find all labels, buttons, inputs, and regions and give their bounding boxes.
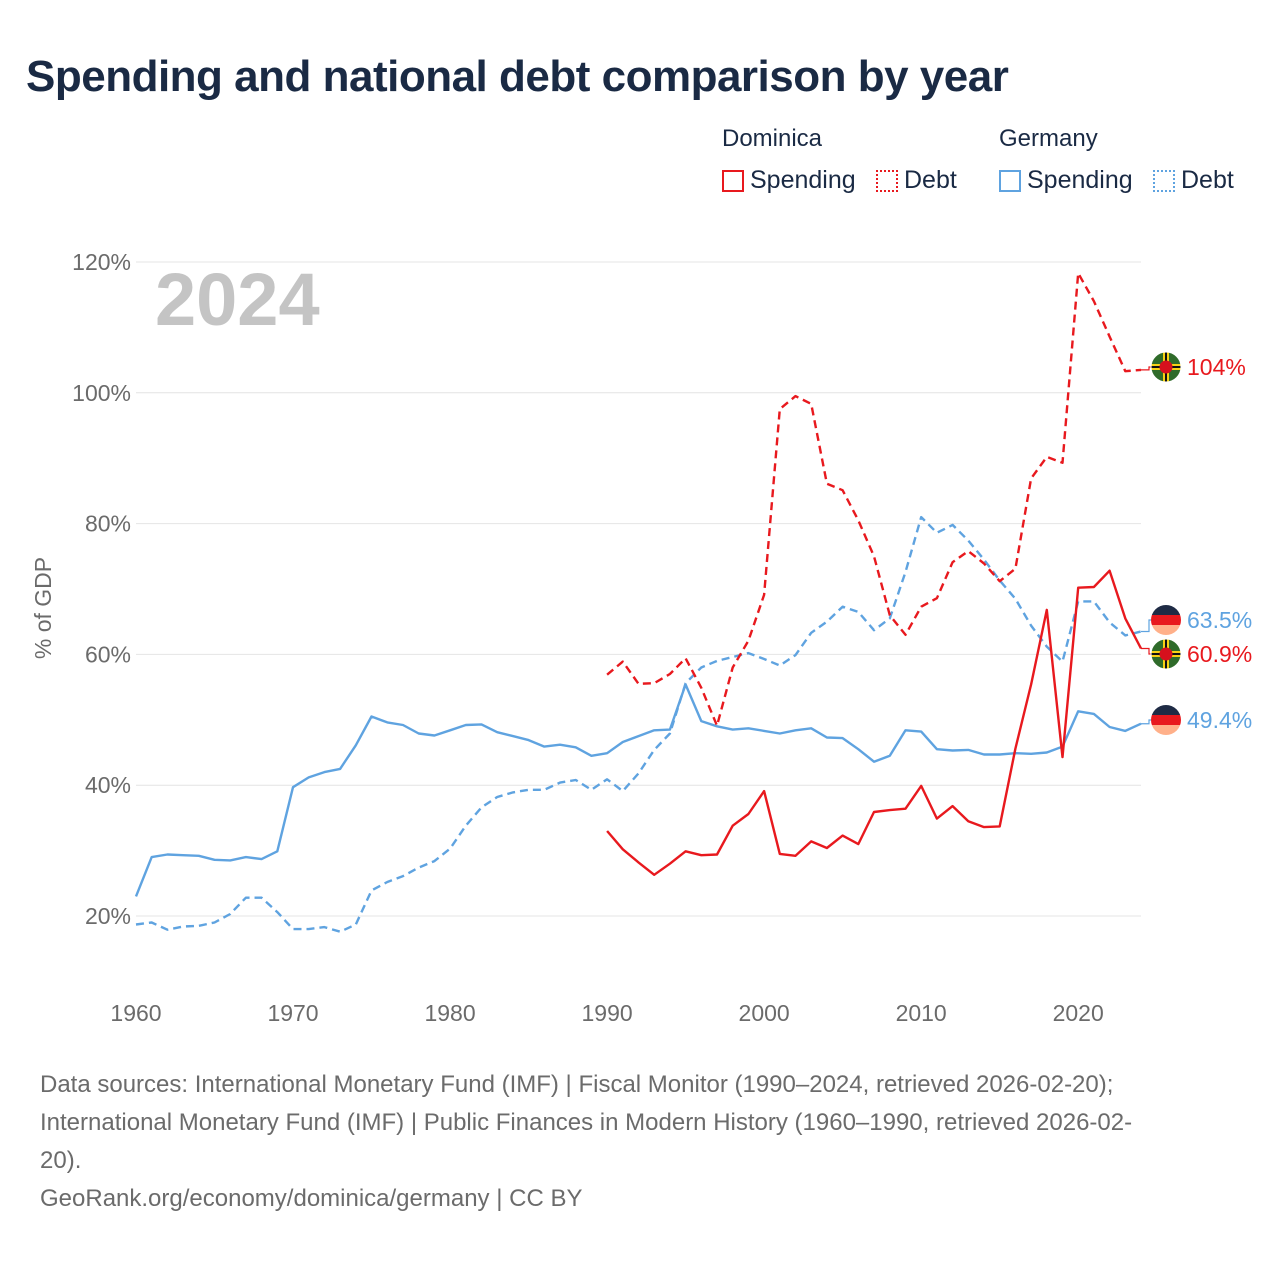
x-tick-label: 2010 [896,1000,947,1026]
germany-flag-icon [1151,605,1181,635]
legend-germany-spending[interactable]: Spending [999,166,1133,195]
legend-label: Debt [904,166,957,194]
legend-swatch-solid-blue [999,169,1021,192]
x-tick-label: 2020 [1053,1000,1104,1026]
footer-sources: Data sources: International Monetary Fun… [40,1066,1240,1218]
germany-flag-icon [1151,705,1181,735]
legend-swatch-dotted-red [876,169,898,192]
sources-line-3: 20). [40,1147,82,1174]
x-tick-label: 1990 [582,1000,633,1026]
end-leader-line [1141,647,1151,655]
y-tick-label: 40% [85,772,131,798]
y-tick-label: 120% [72,249,131,275]
y-tick-label: 80% [85,511,131,537]
end-leader-line [1141,366,1151,371]
y-axis-label: % of GDP [30,557,56,659]
end-markers: 104% 63.5% 60.9% 49.4% [1141,351,1252,735]
end-value-label: 60.9% [1187,641,1252,667]
gridlines [136,261,1141,917]
y-tick-label: 60% [85,641,131,667]
legend-swatch-dotted-blue [1153,169,1175,192]
end-value-label: 49.4% [1187,707,1252,733]
x-axis-ticks: 1960 1970 1980 1990 2000 2010 2020 [110,1000,1103,1026]
dominica-flag-icon [1150,351,1182,383]
chart-title: Spending and national debt comparison by… [26,52,1009,101]
series-lines [134,271,1143,933]
legend-swatch-solid-red [722,169,744,192]
sources-line-1: Data sources: International Monetary Fun… [40,1071,1114,1098]
legend-label: Debt [1181,166,1234,194]
series-line-dominica-spending [606,569,1143,876]
legend-dominica-debt[interactable]: Debt [876,166,957,195]
series-line-dominica-debt [606,271,1142,727]
x-tick-label: 1970 [267,1000,318,1026]
legend-group-dominica: Dominica [722,125,823,152]
legend-label: Spending [750,166,856,194]
end-value-label: 63.5% [1187,607,1252,633]
x-tick-label: 1980 [424,1000,475,1026]
series-line-germany-spending [134,683,1142,897]
end-leader-line [1141,719,1151,725]
legend-dominica-spending[interactable]: Spending [722,166,856,195]
attribution-link[interactable]: GeoRank.org/economy/dominica/germany | C… [40,1185,583,1212]
series-line-germany-debt [135,515,1142,933]
x-tick-label: 1960 [110,1000,161,1026]
legend-germany-debt[interactable]: Debt [1153,166,1234,195]
y-tick-label: 20% [85,903,131,929]
legend-label: Spending [1027,166,1133,194]
end-value-label: 104% [1187,354,1246,380]
x-tick-label: 2000 [739,1000,790,1026]
end-leader-line [1141,619,1151,633]
dominica-flag-icon [1150,638,1182,670]
y-tick-label: 100% [72,380,131,406]
legend-group-germany: Germany [999,125,1098,152]
y-axis-ticks: 20% 40% 60% 80% 100% 120% [72,249,131,929]
year-watermark: 2024 [155,258,320,341]
sources-line-2: International Monetary Fund (IMF) | Publ… [40,1109,1133,1136]
line-chart: 20% 40% 60% 80% 100% 120% 1960 1970 1980 1990 200… [30,249,1252,1026]
